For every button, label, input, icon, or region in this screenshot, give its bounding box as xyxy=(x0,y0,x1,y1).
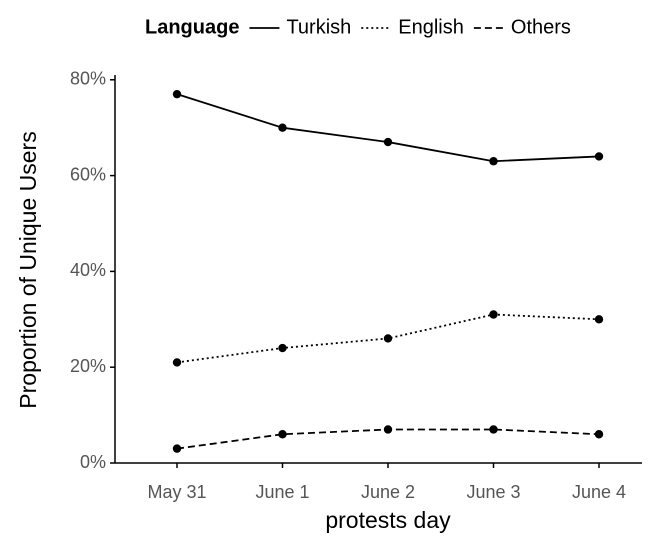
x-tick-label: June 1 xyxy=(255,482,309,502)
y-tick-label: 60% xyxy=(70,164,106,184)
data-point xyxy=(172,444,182,453)
data-point xyxy=(172,89,182,99)
data-point xyxy=(383,137,393,147)
y-tick-label: 0% xyxy=(80,452,106,472)
legend-label: Turkish xyxy=(286,16,351,38)
x-axis-title: protests day xyxy=(325,507,451,533)
data-point xyxy=(594,430,604,439)
series-line xyxy=(176,93,600,163)
x-tick-label: May 31 xyxy=(147,482,206,502)
data-point xyxy=(278,123,287,132)
data-point xyxy=(278,343,287,353)
y-tick-label: 80% xyxy=(70,69,106,89)
y-axis-title: Proportion of Unique Users xyxy=(15,131,41,408)
series-line xyxy=(176,313,600,364)
x-tick-label: June 3 xyxy=(466,482,520,502)
legend-label: Others xyxy=(511,16,571,38)
data-point xyxy=(383,334,393,343)
data-point xyxy=(489,425,498,434)
data-point xyxy=(594,152,604,161)
y-tick-label: 20% xyxy=(70,356,106,376)
data-point xyxy=(489,157,498,166)
y-tick-label: 40% xyxy=(70,260,106,280)
data-point xyxy=(383,425,393,434)
x-tick-label: June 4 xyxy=(572,482,626,502)
data-point xyxy=(172,358,182,367)
legend-label: English xyxy=(398,16,464,38)
x-tick-label: June 2 xyxy=(361,482,415,502)
data-point xyxy=(594,315,604,324)
data-point xyxy=(278,430,287,439)
data-point xyxy=(489,310,498,319)
legend-title: Language xyxy=(145,16,239,38)
